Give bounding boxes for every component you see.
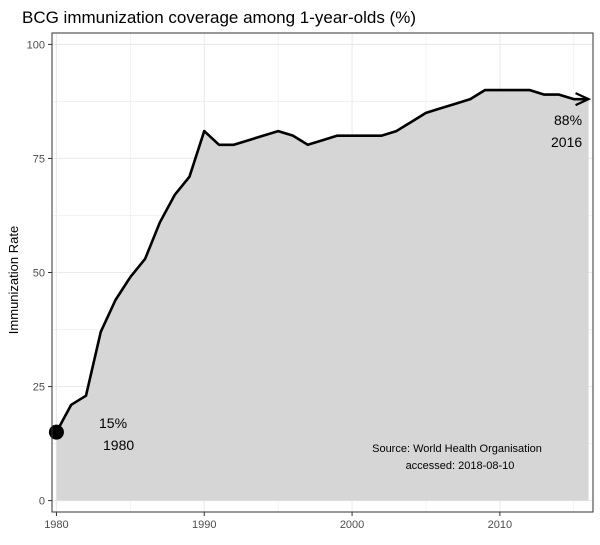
- end-value-label: 88%: [554, 112, 582, 128]
- y-axis-label: Immunization Rate: [6, 226, 21, 334]
- area-layer: [56, 90, 589, 501]
- x-tick-label: 1990: [192, 519, 216, 531]
- start-year-label: 1980: [103, 437, 134, 453]
- y-tick-label: 75: [33, 153, 45, 165]
- end-arrowhead: [575, 92, 592, 107]
- series-line: [55, 88, 589, 433]
- coverage-area: [56, 90, 589, 501]
- y-tick-label: 100: [27, 39, 45, 51]
- end-year-label: 2016: [551, 134, 582, 150]
- y-tick-label: 50: [33, 268, 45, 280]
- y-tick-label: 25: [33, 382, 45, 394]
- start-value-label: 15%: [99, 415, 127, 431]
- start-point: [48, 424, 64, 440]
- y-tick-label: 0: [39, 496, 45, 508]
- axes: 0 25 50 75 100 1980 1990 2000 2010: [27, 32, 594, 531]
- line-layer: [48, 88, 592, 440]
- x-tick-label: 2000: [340, 519, 364, 531]
- source-line-2: accessed: 2018-08-10: [406, 460, 515, 472]
- source-line-1: Source: World Health Organisation: [372, 443, 542, 455]
- x-tick-label: 2010: [488, 519, 512, 531]
- chart-title: BCG immunization coverage among 1-year-o…: [22, 8, 416, 27]
- x-tick-label: 1980: [44, 519, 68, 531]
- annotations: 15% 1980 88% 2016 Source: World Health O…: [99, 112, 582, 472]
